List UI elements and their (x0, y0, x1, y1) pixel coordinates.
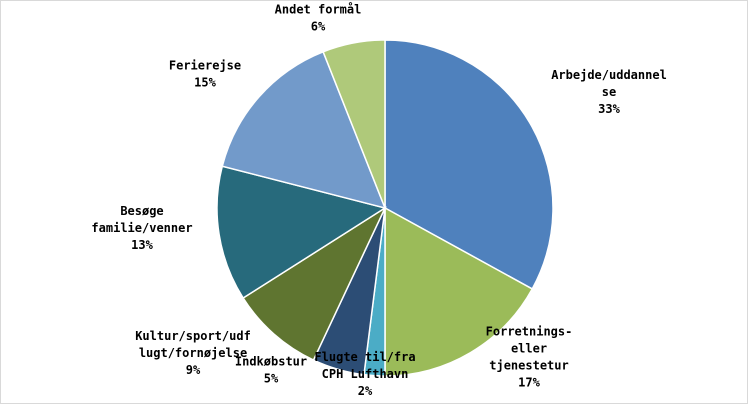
data-label-6: Besøge familie/venner 13% (91, 204, 192, 252)
data-label-5: Kultur/sport/udf lugt/fornøjelse 9% (135, 329, 251, 377)
pie-slice-1 (384, 39, 554, 290)
data-label-8: Andet formål 6% (275, 3, 362, 34)
slice-category-label: CPH Lufthavn (322, 367, 409, 381)
slice-category-label: Flugte til/fra (314, 350, 415, 364)
slice-category-label: tjenestetur (489, 359, 568, 373)
slice-category-label: Indkøbstur (235, 355, 307, 369)
data-label-7: Ferierejse 15% (169, 59, 241, 90)
pie-slice-2 (384, 206, 534, 377)
pie-slice-8 (322, 39, 386, 209)
slice-category-label: Arbejde/uddannel (551, 68, 667, 82)
slice-category-label: Ferierejse (169, 59, 241, 73)
slice-percent-label: 2% (358, 384, 373, 398)
slice-category-label: Andet formål (275, 3, 362, 17)
slice-percent-label: 17% (518, 376, 540, 390)
slice-percent-label: 13% (131, 238, 153, 252)
slice-category-label: Besøge (120, 204, 163, 218)
pie-slice-7 (221, 50, 387, 210)
data-label-1: Arbejde/uddannel se 33% (551, 68, 667, 116)
pie-slice-5 (242, 205, 387, 362)
slice-percent-label: 6% (311, 20, 326, 34)
slice-category-label: lugt/fornøjelse (139, 346, 247, 360)
slice-percent-label: 9% (186, 363, 201, 377)
data-label-3: Flugte til/fra CPH Lufthavn 2% (314, 350, 415, 398)
slice-category-label: Forretnings- (486, 325, 573, 339)
slice-category-label: familie/venner (91, 221, 192, 235)
data-label-2: Forretnings-eller tjenestetur 17% (486, 325, 573, 390)
pie-slice-6 (216, 165, 387, 300)
pie-slices (216, 39, 554, 377)
data-labels: Arbejde/uddannel se 33% Forretnings-eller tj… (91, 3, 666, 399)
data-label-4: Indkøbstur 5% (235, 355, 307, 386)
slice-percent-label: 33% (598, 102, 620, 116)
slice-category-label: eller (511, 342, 547, 356)
slice-category-label: Kultur/sport/udf (135, 329, 251, 343)
slice-percent-label: 5% (264, 372, 279, 386)
slice-category-label: se (602, 85, 616, 99)
slice-percent-label: 15% (194, 76, 216, 90)
